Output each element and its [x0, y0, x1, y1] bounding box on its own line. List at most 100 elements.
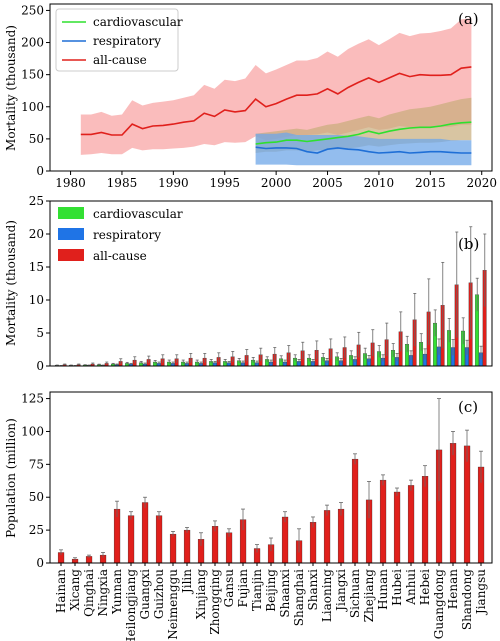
x-tick-label: 2010 — [364, 176, 395, 190]
population-bar — [155, 515, 163, 564]
panel-b: 0 5 10 15 20 25 (b) Mortality (thousand) card… — [4, 194, 493, 373]
population-bar — [393, 491, 401, 564]
cardiovascular-line — [255, 121, 472, 145]
x-tick-label: Neimenggu — [166, 569, 180, 640]
panel-a-legend: cardiovascular respiratory all-cause — [55, 8, 183, 72]
x-tick-label: Hunan — [376, 569, 390, 610]
x-tick-label: 1985 — [107, 176, 138, 190]
panel-a-frame — [49, 3, 493, 172]
x-tick-label: Shanxi — [306, 569, 320, 611]
panel-c-bars — [57, 398, 485, 564]
y-tick-label: 5 — [36, 326, 44, 340]
all-cause-line — [80, 66, 472, 136]
panel-a-ylabel: Mortality (thousand) — [4, 25, 18, 151]
panel-c-xtick-labels: Hainan Xicang Qinghai Ningxia Yunnan Heilongj… — [54, 569, 488, 641]
x-tick-label: 2020 — [466, 176, 497, 190]
legend-box — [55, 8, 179, 72]
x-tick-label: Fujian — [236, 569, 250, 608]
x-tick-label: Anhui — [404, 569, 418, 606]
y-tick-label: 20 — [29, 227, 44, 241]
x-tick-label: Sichuan — [348, 569, 362, 618]
population-bar — [351, 458, 359, 564]
x-tick-label: Hebei — [418, 569, 432, 605]
y-tick-label: 250 — [21, 3, 44, 17]
y-tick-label: 125 — [21, 392, 44, 406]
panel-c-frame — [49, 391, 493, 564]
y-tick-label: 10 — [29, 293, 44, 307]
legend-swatch-respiratory — [58, 228, 84, 240]
population-bar — [337, 508, 345, 564]
panel-a: 1980 1985 1990 1995 2000 2005 2010 2015 2020 0 50 1… — [4, 3, 497, 190]
y-tick-label: 75 — [29, 457, 44, 471]
x-tick-label: Shaanxi — [278, 569, 292, 618]
legend-label-respiratory: respiratory — [93, 34, 161, 48]
x-tick-label: 2000 — [261, 176, 292, 190]
x-tick-label: Gansu — [222, 569, 236, 608]
y-tick-label: 50 — [29, 490, 44, 504]
population-bar — [449, 443, 457, 564]
population-bar — [113, 508, 121, 564]
y-tick-label: 150 — [21, 68, 44, 82]
legend-swatch-all-cause — [58, 249, 84, 261]
y-tick-label: 15 — [29, 260, 44, 274]
panel-b-label: (b) — [458, 235, 479, 253]
y-tick-label: 25 — [29, 523, 44, 537]
panel-b-bars — [55, 226, 487, 367]
panel-b-ylabel: Mortality (thousand) — [4, 220, 18, 346]
y-tick-label: 50 — [29, 132, 44, 146]
x-tick-label: 1980 — [55, 176, 86, 190]
x-tick-label: Henan — [446, 569, 460, 609]
panel-c-ylabel: Population (million) — [4, 418, 18, 538]
panel-c-label: (c) — [458, 398, 478, 416]
population-bar — [407, 485, 415, 564]
panel-b-legend: cardiovascular respiratory all-cause — [58, 207, 183, 263]
population-bar — [309, 522, 317, 564]
x-tick-label: Hainan — [54, 569, 68, 613]
population-bar — [141, 502, 149, 564]
population-bar — [127, 515, 135, 564]
x-tick-label: Yunnan — [110, 569, 124, 615]
population-bar — [211, 526, 219, 564]
x-tick-label: Xicang — [68, 569, 82, 611]
x-tick-label: Zhongqing — [208, 569, 222, 635]
x-tick-label: Xinjiang — [194, 569, 208, 620]
population-bar — [281, 516, 289, 564]
x-tick-label: Guangxi — [138, 569, 152, 620]
x-tick-label: Ningxia — [96, 569, 110, 617]
population-bar — [323, 510, 331, 564]
legend-swatch-cardiovascular — [58, 207, 84, 219]
x-tick-label: Beijing — [264, 569, 278, 612]
x-tick-label: Liaoning — [320, 569, 334, 622]
x-tick-label: Shanghai — [292, 569, 306, 626]
population-bar — [225, 532, 233, 564]
panel-c: 0 25 50 75 100 125 (c) Population (million) H… — [4, 391, 493, 641]
population-bar — [169, 533, 177, 564]
x-tick-label: Jiangsu — [474, 569, 488, 616]
x-tick-label: Heilongjiang — [124, 569, 138, 641]
x-tick-label: 1995 — [209, 176, 240, 190]
y-tick-label: 25 — [29, 194, 44, 208]
panel-b-frame — [49, 200, 493, 367]
legend-label-all-cause: all-cause — [93, 249, 147, 263]
y-tick-label: 0 — [36, 359, 44, 373]
population-bar — [183, 529, 191, 564]
legend-label-cardiovascular: cardiovascular — [93, 15, 183, 29]
legend-label-all-cause: all-cause — [93, 53, 147, 67]
x-tick-label: Zhejiang — [362, 569, 376, 623]
panel-a-ticks: 1980 1985 1990 1995 2000 2005 2010 2015 2020 0 50 1… — [21, 3, 497, 190]
x-tick-label: Tianjin — [250, 569, 264, 611]
y-tick-label: 100 — [21, 100, 44, 114]
x-tick-label: 2015 — [415, 176, 446, 190]
x-tick-label: Guizhou — [152, 569, 166, 619]
respiratory-line — [255, 146, 472, 154]
x-tick-label: 1990 — [158, 176, 189, 190]
x-tick-label: Jiangxi — [334, 569, 348, 613]
y-tick-label: 200 — [21, 36, 44, 50]
y-tick-label: 0 — [36, 556, 44, 570]
x-tick-label: Hubei — [390, 569, 404, 606]
population-bar — [421, 476, 429, 564]
y-tick-label: 100 — [21, 424, 44, 438]
x-tick-label: 2005 — [312, 176, 343, 190]
population-bar — [463, 445, 471, 564]
